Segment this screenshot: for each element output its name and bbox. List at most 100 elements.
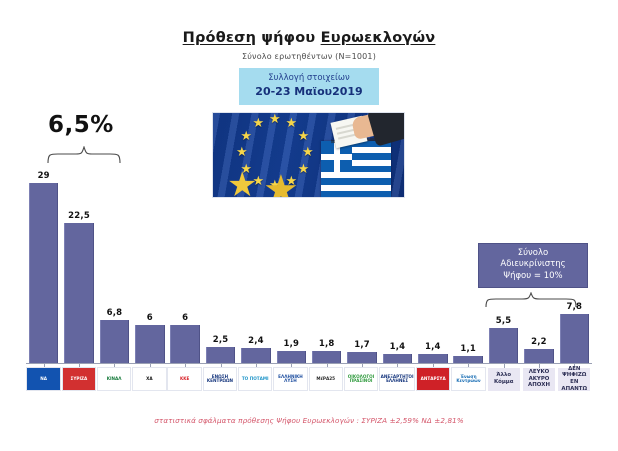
nd-logo: ΝΔ <box>26 367 61 391</box>
x-axis-label-cell: ΣΥΡΙΖΑ <box>61 366 97 392</box>
bar-series: 29 22,5 6,8 6 6 2,5 2,4 1,9 1,8 1,7 1,4 1,4 1,1 5,5 2,… <box>26 149 592 368</box>
x-axis-line <box>26 362 592 364</box>
enosi-kentroon-logo: ΕΝΩΣΗ ΚΕΝΤΡΩΩΝ <box>202 367 238 391</box>
logo-text: ΕΝΩΣΗ ΚΕΝΤΡΩΩΝ <box>206 373 234 383</box>
no-answer-label: ΔΕΝ ΨΗΦΙΖΩ ΕΝ ΑΠΑΝΤΩ <box>558 366 591 392</box>
bar <box>64 223 94 363</box>
collection-date-label: Συλλογή στοιχείων <box>268 73 350 84</box>
x-axis-tick <box>468 362 470 368</box>
logo-text: ΚΚΕ <box>180 375 190 381</box>
bar-column: 2,5 <box>203 149 238 368</box>
logo-text: ΝΔ <box>40 375 47 381</box>
undecided-callout-box: Σύνολο Αδιευκρίνιστης Ψήφου = 10% <box>478 243 588 289</box>
x-axis-tick <box>43 362 45 368</box>
enosi-kentroon2-logo: Ένωση Κεντρώων <box>451 367 486 391</box>
bar-chart: 29 22,5 6,8 6 6 2,5 2,4 1,9 1,8 1,7 1,4 1,4 1,1 5,5 2,… <box>26 148 592 368</box>
bar-column: 6 <box>132 149 167 368</box>
x-axis-tick <box>397 362 399 368</box>
x-axis-tick <box>362 362 364 368</box>
x-axis-label-cell: ΚΚΕ <box>167 366 202 392</box>
x-axis-label-cell: ΕΛΛΗΝΙΚΗ ΛΥΣΗ <box>273 366 308 392</box>
x-axis-labels: ΝΔ ΣΥΡΙΖΑ ΚΙΝΑΛ ΧΑ ΚΚΕ ΕΝΩΣΗ ΚΕΝΤΡΩΩΝ ΤΟ ΠΟΤΑΜ… <box>26 366 592 392</box>
antarsya-logo: ΑΝΤΑΡΣΥΑ <box>415 367 451 391</box>
bar <box>205 347 236 363</box>
bar <box>559 314 590 363</box>
bar-value-label: 6 <box>182 313 189 324</box>
x-axis-tick <box>574 362 576 368</box>
bar-value-label: 2,2 <box>531 336 547 347</box>
logo-text: ΧΑ <box>146 375 153 381</box>
bar <box>170 325 200 363</box>
oikologoi-prasinoi-logo: ΟΙΚΟΛΟΓΟΙ ΠΡΑΣΙΝΟΙ <box>343 367 379 391</box>
eu-star-icon: ★ <box>302 145 314 160</box>
bar-column: 29 <box>26 149 61 368</box>
x-axis-tick <box>185 362 187 368</box>
eu-star-icon: ★ <box>285 116 298 132</box>
logo-text: ΑΝΕΞΑΡΤΗΤΟΙ ΕΛΛΗΝΕΣ <box>380 373 414 383</box>
x-axis-label-cell: ΝΔ <box>26 366 61 392</box>
bar-value-label: 6 <box>146 313 153 324</box>
eu-star-icon: ★ <box>285 173 298 189</box>
eu-star-icon: ★ <box>240 128 253 144</box>
bar <box>453 355 483 363</box>
bar-column: 7,8 <box>557 149 592 368</box>
chart-header: Πρόθεση ψήφου Ευρωεκλογών Σύνολο ερωτηθέ… <box>0 30 618 105</box>
margin-of-error-note: στατιστικά σφάλματα πρόθεσης Ψήφου Ευρωε… <box>154 416 464 425</box>
bar <box>99 320 130 363</box>
undecided-line-2: Αδιευκρίνιστης <box>500 259 566 270</box>
eu-star-icon: ★ <box>252 173 265 189</box>
bar-value-label: 1,8 <box>318 339 335 350</box>
page-title-part3: Ευρωεκλογών <box>320 30 436 46</box>
x-axis-tick <box>114 362 116 368</box>
page-title-part2: ψήφου <box>261 30 316 46</box>
logo-text: Ένωση Κεντρώων <box>456 373 481 383</box>
bar-value-label: 1,7 <box>354 339 370 350</box>
lead-gap-label: 6,5% <box>48 112 114 138</box>
x-axis-tick <box>149 362 151 368</box>
logo-text: ΣΥΡΙΖΑ <box>70 375 88 381</box>
bar-column: 1,9 <box>274 149 309 368</box>
undecided-line-3: Ψήφου = 10% <box>503 270 563 281</box>
x-axis-tick <box>291 362 293 368</box>
bar-value-label: 22,5 <box>68 211 90 222</box>
bar-value-label: 1,4 <box>424 341 441 352</box>
blank-invalid-abstain-label: ΛΕΥΚΟ ΑΚΥΡΟ ΑΠΟΧΗ <box>522 367 556 391</box>
eu-flag-ballot-image: ★ ★ ★ ★ ★ ★ ★ ★ ★ ★ ★ ★ ★ ★ <box>212 112 405 198</box>
elliniki-lysi-logo: ΕΛΛΗΝΙΚΗ ΛΥΣΗ <box>273 367 308 391</box>
eu-star-icon: ★ <box>269 112 281 127</box>
bar <box>241 347 271 363</box>
x-axis-tick <box>538 362 540 368</box>
kke-logo: ΚΚΕ <box>167 367 202 391</box>
x-axis-label-cell: Άλλο Κόμμα <box>486 366 521 392</box>
x-axis-label-cell: ΔΕΝ ΨΗΦΙΖΩ ΕΝ ΑΠΑΝΤΩ <box>557 366 592 392</box>
x-axis-tick <box>326 362 328 368</box>
bar-value-label: 7,8 <box>566 302 583 313</box>
x-axis-label-cell: ΛΕΥΚΟ ΑΚΥΡΟ ΑΠΟΧΗ <box>521 366 556 392</box>
bar <box>311 351 342 363</box>
bar-value-label: 1,4 <box>389 341 406 352</box>
bar-column: 1,1 <box>451 149 486 368</box>
x-axis-label-cell: ΑΝΤΑΡΣΥΑ <box>415 366 451 392</box>
bar-column: 5,5 <box>486 149 521 368</box>
x-axis-label-cell: ΧΑ <box>132 366 167 392</box>
foreground-star-icon-2: ★ <box>263 167 299 198</box>
logo-text: ΑΝΤΑΡΣΥΑ <box>420 375 446 381</box>
page-title: Πρόθεση ψήφου Ευρωεκλογών <box>0 30 618 47</box>
page-title-part1: Πρόθεση <box>182 30 257 46</box>
logo-text: ΤΟ ΠΟΤΑΜΙ <box>241 375 269 381</box>
x-axis-label-cell: ΤΟ ΠΟΤΑΜΙ <box>238 366 273 392</box>
potami-logo: ΤΟ ΠΟΤΑΜΙ <box>238 367 273 391</box>
bar-column: 22,5 <box>61 149 96 368</box>
bar <box>524 348 554 363</box>
x-axis-tick <box>503 362 505 368</box>
chrysi-avgi-logo: ΧΑ <box>132 367 167 391</box>
bar <box>488 328 519 363</box>
bar-value-label: 6,8 <box>106 308 123 319</box>
eu-star-icon: ★ <box>236 145 248 160</box>
anexartitoi-ellines-logo: ΑΝΕΞΑΡΤΗΤΟΙ ΕΛΛΗΝΕΣ <box>379 367 416 391</box>
eu-star-icon: ★ <box>240 161 253 177</box>
bar-column: 6 <box>168 149 203 368</box>
mera25-logo: ΜέΡΑ25 <box>308 367 343 391</box>
bar-column: 2,2 <box>521 149 556 368</box>
